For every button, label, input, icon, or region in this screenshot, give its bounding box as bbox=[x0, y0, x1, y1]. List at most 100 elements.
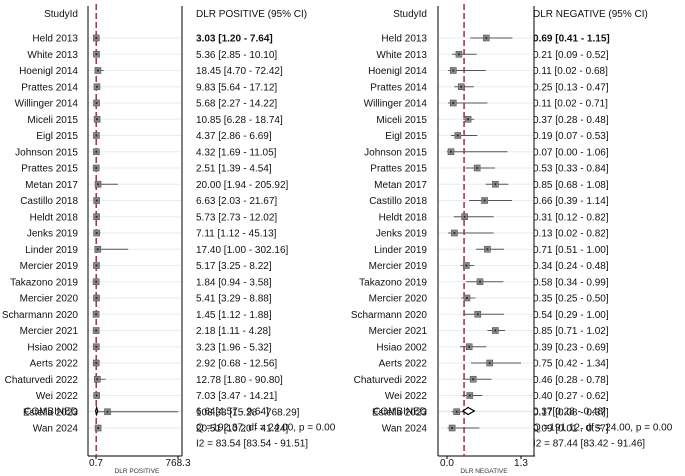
point-estimate-center bbox=[468, 394, 471, 397]
point-estimate-center bbox=[450, 150, 452, 153]
study-row: Metan 2017 20.00 [1.94 - 205.92] bbox=[25, 180, 288, 191]
x-tick-label: 0.7 bbox=[89, 458, 103, 469]
study-name: Mercier 2019 bbox=[369, 261, 428, 272]
study-row: Chaturvedi 2022 12.78 [1.80 - 90.80] bbox=[5, 375, 283, 386]
study-stat-label: 0.71 [0.51 - 1.00] bbox=[533, 245, 609, 256]
study-row: Scharmann 2020 1.45 [1.12 - 1.88] bbox=[2, 310, 272, 321]
column-header-stat: DLR POSITIVE (95% CI) bbox=[196, 9, 307, 20]
study-name: Hsiao 2002 bbox=[376, 342, 427, 353]
study-name: Metan 2017 bbox=[25, 180, 78, 191]
study-stat-label: 0.46 [0.28 - 0.78] bbox=[533, 375, 609, 386]
study-name: Wei 2022 bbox=[36, 391, 79, 402]
study-row: Wei 2022 7.03 [3.47 - 14.21] bbox=[36, 391, 277, 402]
study-stat-label: 0.31 [0.12 - 0.82] bbox=[533, 212, 609, 223]
study-row: Prattes 2014 9.83 [5.64 - 17.12] bbox=[21, 82, 277, 93]
x-tick-label: 0.0 bbox=[440, 458, 454, 469]
study-name: Mercier 2021 bbox=[369, 326, 428, 337]
study-stat-label: 7.11 [1.12 - 45.13] bbox=[196, 229, 277, 240]
study-stat-label: 0.69 [0.41 - 1.15] bbox=[533, 34, 610, 45]
study-row: Heldt 2018 5.73 [2.73 - 12.02] bbox=[30, 212, 278, 223]
study-stat-label: 0.35 [0.25 - 0.50] bbox=[533, 294, 609, 305]
study-row: Prattes 2015 2.51 [1.39 - 4.54] bbox=[21, 164, 272, 175]
study-stat-label: 0.25 [0.13 - 0.47] bbox=[533, 82, 609, 93]
forest-panel-left: StudyId DLR POSITIVE (95% CI) 0.7 768.3 DLR … bbox=[2, 4, 336, 475]
study-row: Eigl 2015 4.37 [2.86 - 6.69] bbox=[36, 131, 272, 142]
point-estimate-center bbox=[472, 378, 475, 381]
study-stat-label: 0.17 [0.08 - 0.37] bbox=[533, 407, 609, 418]
study-row: Hoenigl 2014 0.11 [0.02 - 0.68] bbox=[368, 66, 608, 77]
study-name: Takazono 2019 bbox=[10, 277, 78, 288]
point-estimate-center bbox=[95, 232, 98, 234]
study-stat-label: 7.03 [3.47 - 14.21] bbox=[196, 391, 277, 402]
study-name: Jenks 2019 bbox=[376, 229, 428, 240]
study-stat-label: 4.32 [1.69 - 11.05] bbox=[196, 147, 277, 158]
point-estimate-center bbox=[467, 118, 469, 121]
point-estimate-center bbox=[463, 215, 466, 218]
study-row: Takazono 2019 0.58 [0.34 - 0.99] bbox=[359, 277, 609, 288]
point-estimate-center bbox=[95, 167, 98, 169]
study-row: Willinger 2014 0.11 [0.02 - 0.71] bbox=[364, 99, 608, 110]
study-name: Chaturvedi 2022 bbox=[5, 375, 79, 386]
heterogeneity-stat: Q =191.12, df = 24.00, p = 0.00 bbox=[533, 423, 673, 434]
column-header-studyid: StudyId bbox=[44, 9, 78, 20]
column-header-studyid: StudyId bbox=[393, 9, 427, 20]
study-row: Takazono 2019 1.84 [0.94 - 3.58] bbox=[10, 277, 272, 288]
study-stat-label: 0.21 [0.09 - 0.52] bbox=[533, 50, 609, 61]
point-estimate-center bbox=[95, 53, 98, 56]
study-row: Prattes 2014 0.25 [0.13 - 0.47] bbox=[370, 82, 609, 93]
study-stat-label: 0.34 [0.24 - 0.48] bbox=[533, 261, 609, 272]
study-name: White 2013 bbox=[376, 50, 427, 61]
point-estimate-center bbox=[95, 37, 98, 39]
column-header-stat: DLR NEGATIVE (95% CI) bbox=[533, 9, 648, 20]
study-stat-label: 0.39 [0.23 - 0.69] bbox=[533, 342, 609, 353]
study-name: Takazono 2019 bbox=[359, 277, 427, 288]
study-row: Mercier 2020 0.35 [0.25 - 0.50] bbox=[369, 294, 609, 305]
combined-stat-label: 6.64[4.57 - 9.64] bbox=[196, 407, 269, 418]
study-stat-label: 10.85 [6.28 - 18.74] bbox=[196, 115, 283, 126]
point-estimate-center bbox=[494, 329, 497, 332]
study-row: Estella 2023 108.33 [15.28 - 768.29] bbox=[23, 407, 300, 418]
study-row: Hoenigl 2014 18.45 [4.70 - 72.42] bbox=[19, 66, 283, 77]
study-name: Aerts 2022 bbox=[30, 359, 79, 370]
heterogeneity-stat: I2 = 87.44 [83.42 - 91.46] bbox=[533, 439, 645, 450]
study-stat-label: 0.40 [0.27 - 0.62] bbox=[533, 391, 609, 402]
study-name: Prattes 2015 bbox=[21, 164, 78, 175]
point-estimate-center bbox=[95, 362, 98, 364]
study-name: Willinger 2014 bbox=[15, 99, 79, 110]
study-stat-label: 6.63 [2.03 - 21.67] bbox=[196, 196, 277, 207]
study-row: Johnson 2015 0.07 [0.00 - 1.06] bbox=[364, 147, 609, 158]
study-row: Prattes 2015 0.53 [0.33 - 0.84] bbox=[370, 164, 609, 175]
study-name: Miceli 2015 bbox=[27, 115, 78, 126]
point-estimate-center bbox=[95, 264, 98, 267]
study-stat-label: 5.73 [2.73 - 12.02] bbox=[196, 212, 277, 223]
study-name: Johnson 2015 bbox=[364, 147, 427, 158]
forest-panel-right: StudyId DLR NEGATIVE (95% CI) 0.0 1.3 DLR NE… bbox=[351, 4, 673, 475]
point-estimate-center bbox=[96, 85, 98, 88]
x-tick-label: 1.3 bbox=[514, 458, 528, 469]
study-name: Prattes 2014 bbox=[370, 82, 427, 93]
point-estimate-center bbox=[452, 69, 455, 72]
point-estimate-center bbox=[483, 199, 486, 202]
study-stat-label: 9.83 [5.64 - 17.12] bbox=[196, 82, 277, 93]
point-estimate-center bbox=[95, 102, 98, 104]
study-name: Metan 2017 bbox=[374, 180, 427, 191]
combined-stat-label: 0.37[0.28 - 0.48] bbox=[533, 407, 606, 418]
study-stat-label: 2.92 [0.68 - 12.56] bbox=[196, 359, 277, 370]
study-stat-label: 0.07 [0.00 - 1.06] bbox=[533, 147, 609, 158]
study-row: Aerts 2022 2.92 [0.68 - 12.56] bbox=[30, 359, 278, 370]
study-stat-label: 1.84 [0.94 - 3.58] bbox=[196, 277, 272, 288]
point-estimate-center bbox=[95, 134, 98, 137]
study-stat-label: 0.11 [0.02 - 0.68] bbox=[533, 66, 608, 77]
point-estimate-center bbox=[455, 410, 458, 413]
study-name: Scharmann 2020 bbox=[351, 310, 428, 321]
study-stat-label: 0.37 [0.28 - 0.48] bbox=[533, 115, 609, 126]
study-stat-label: 0.09 [0.01 - 0.57] bbox=[533, 424, 609, 435]
study-name: Mercier 2021 bbox=[20, 326, 79, 337]
point-estimate-center bbox=[486, 248, 489, 251]
study-row: Wan 2024 20.51 [10.20 - 41.24] bbox=[33, 424, 289, 435]
point-estimate-center bbox=[96, 69, 99, 72]
point-estimate-center bbox=[97, 427, 100, 429]
study-stat-label: 0.13 [0.02 - 0.82] bbox=[533, 229, 609, 240]
